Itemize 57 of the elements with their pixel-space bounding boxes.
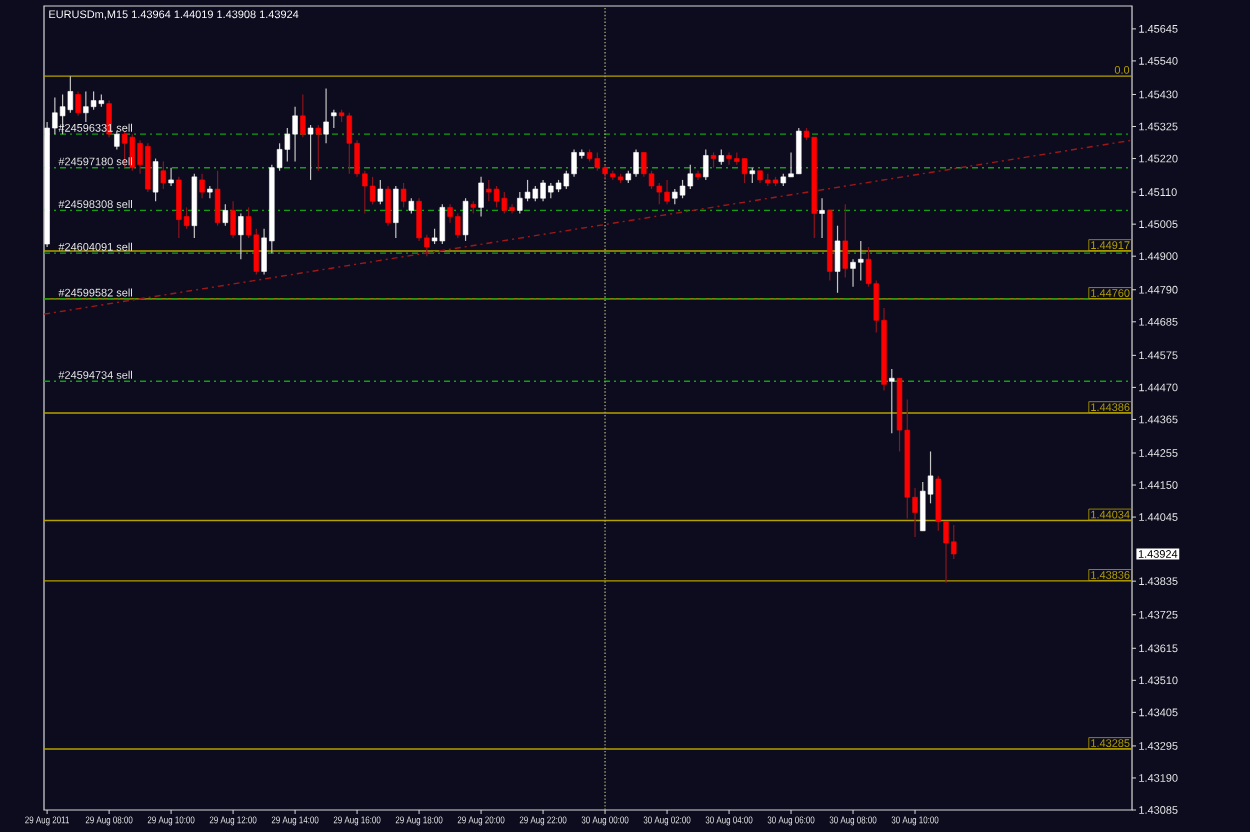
candlestick [920,481,926,532]
candlestick [633,148,639,178]
candlestick [385,185,391,227]
candlestick [455,212,461,239]
candlestick [439,203,446,245]
candlestick [114,130,120,150]
candlestick [307,124,314,181]
candlestick [393,185,399,239]
candlestick [160,161,167,190]
candlestick [796,127,802,175]
candlestick [834,225,841,294]
candlestick [300,93,306,138]
candlestick [129,133,136,172]
candlestick [230,200,236,239]
candlestick [346,112,353,175]
candlestick [664,179,670,205]
candlestick [594,151,600,172]
candlestick [323,87,329,144]
candlestick [850,258,856,288]
candlestick [121,130,128,169]
candlestick [238,212,244,260]
candlestick [493,185,500,208]
candlestick [369,176,376,205]
candlestick [951,524,957,560]
candlestick [741,157,748,184]
candlestick [145,142,151,193]
candlestick [90,90,97,111]
candlestick [152,157,159,202]
candlestick [199,173,205,199]
candlestick [889,368,895,434]
candlestick [214,170,221,227]
candlestick [83,90,89,123]
candlestick [292,106,298,163]
candlestick [222,203,229,227]
candlestick [462,197,469,242]
candlestick [501,191,508,215]
candlestick [842,203,848,279]
candlestick [858,240,864,282]
candlestick [400,182,407,208]
candlestick [416,197,422,242]
candlestick [67,75,74,114]
candlestick [687,164,693,190]
candlestick [331,109,337,129]
candlestick [168,167,174,187]
candlestick [819,197,825,239]
candlestick [540,179,546,202]
candlestick [377,179,384,205]
candlestick [679,179,686,199]
candlestick [176,176,182,239]
candlestick [315,124,322,172]
candlestick [517,191,523,215]
candlestick [486,179,492,202]
candlestick [75,90,81,117]
candlestick [478,176,484,218]
candlestick [726,151,732,166]
candlestick [509,203,515,215]
candlestick [703,148,709,181]
